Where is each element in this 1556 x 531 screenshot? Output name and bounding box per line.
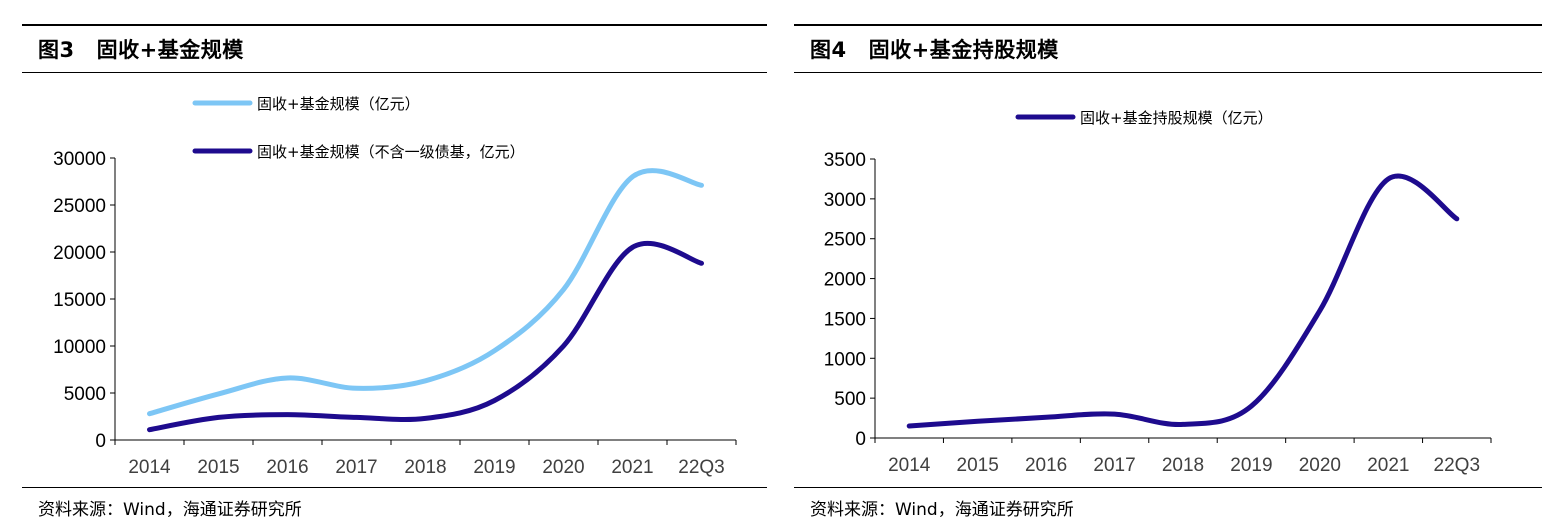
figure-title-text: 固收+基金规模 bbox=[96, 38, 244, 62]
x-tick-label: 2017 bbox=[1093, 455, 1135, 476]
x-tick-label: 2018 bbox=[1162, 455, 1204, 476]
source-note: 资料来源：Wind，海通证券研究所 bbox=[810, 500, 1074, 520]
y-tick-label: 500 bbox=[834, 389, 866, 410]
y-tick-label: 20000 bbox=[53, 243, 106, 264]
figure-title-text: 固收+基金持股规模 bbox=[868, 38, 1059, 62]
figure-number: 图4 bbox=[810, 38, 847, 62]
legend-label: 固收+基金规模（不含一级债基，亿元） bbox=[257, 143, 525, 161]
x-tick-label: 2021 bbox=[1367, 455, 1409, 476]
x-tick-label: 2017 bbox=[335, 457, 377, 478]
top-rule bbox=[22, 24, 767, 26]
top-rule bbox=[794, 24, 1542, 26]
y-tick-label: 15000 bbox=[53, 290, 106, 311]
title-rule bbox=[794, 72, 1542, 73]
y-tick-label: 0 bbox=[95, 431, 106, 452]
x-tick-label: 2015 bbox=[957, 455, 999, 476]
figure-3-panel: 图3 固收+基金规模 0 5000 10000 15000 20000 25000 30000… bbox=[22, 24, 767, 520]
figure-title: 图3 固收+基金规模 bbox=[38, 34, 244, 64]
y-tick-label: 2000 bbox=[824, 270, 866, 291]
figure-title: 图4 固收+基金持股规模 bbox=[810, 34, 1059, 64]
x-tick-label: 2016 bbox=[266, 457, 308, 478]
y-tick-label: 1500 bbox=[824, 309, 866, 330]
y-tick-label: 5000 bbox=[64, 384, 106, 405]
legend-label: 固收+基金持股规模（亿元） bbox=[1080, 109, 1273, 127]
x-tick-label: 22Q3 bbox=[1434, 455, 1480, 476]
x-tick-label: 2019 bbox=[473, 457, 515, 478]
y-tick-label: 30000 bbox=[53, 149, 106, 170]
chart-figure-3: 0 5000 10000 15000 20000 25000 30000 2014 2015 20… bbox=[53, 95, 737, 478]
x-tick-label: 2021 bbox=[611, 457, 653, 478]
x-tick-label: 2014 bbox=[128, 457, 171, 478]
x-tick-label: 22Q3 bbox=[678, 457, 724, 478]
x-tick-label: 2019 bbox=[1230, 455, 1272, 476]
y-tick-label: 10000 bbox=[53, 337, 106, 358]
y-tick-label: 2500 bbox=[824, 230, 866, 251]
legend-label: 固收+基金规模（亿元） bbox=[257, 95, 420, 113]
series-line bbox=[147, 240, 704, 433]
y-tick-label: 3000 bbox=[824, 190, 866, 211]
y-tick-label: 1000 bbox=[824, 349, 866, 370]
y-tick-label: 25000 bbox=[53, 196, 106, 217]
x-tick-label: 2020 bbox=[542, 457, 584, 478]
bottom-rule bbox=[794, 487, 1542, 488]
x-tick-label: 2018 bbox=[404, 457, 446, 478]
source-note: 资料来源：Wind，海通证券研究所 bbox=[38, 500, 302, 520]
chart-figure-4: 0 500 1000 1500 2000 2500 3000 3500 2014 2015 2016… bbox=[824, 109, 1492, 476]
x-tick-label: 2014 bbox=[888, 455, 931, 476]
series-line bbox=[147, 168, 704, 417]
x-tick-label: 2015 bbox=[197, 457, 239, 478]
figure-number: 图3 bbox=[38, 38, 75, 62]
series-line bbox=[906, 173, 1460, 429]
y-tick-label: 3500 bbox=[824, 150, 866, 171]
x-tick-label: 2020 bbox=[1299, 455, 1341, 476]
title-rule bbox=[22, 72, 767, 73]
x-tick-label: 2016 bbox=[1025, 455, 1067, 476]
figure-4-panel: 图4 固收+基金持股规模 0 500 1000 1500 2000 2500 3000 3500… bbox=[780, 0, 1556, 531]
bottom-rule bbox=[22, 487, 767, 488]
y-tick-label: 0 bbox=[855, 429, 866, 450]
